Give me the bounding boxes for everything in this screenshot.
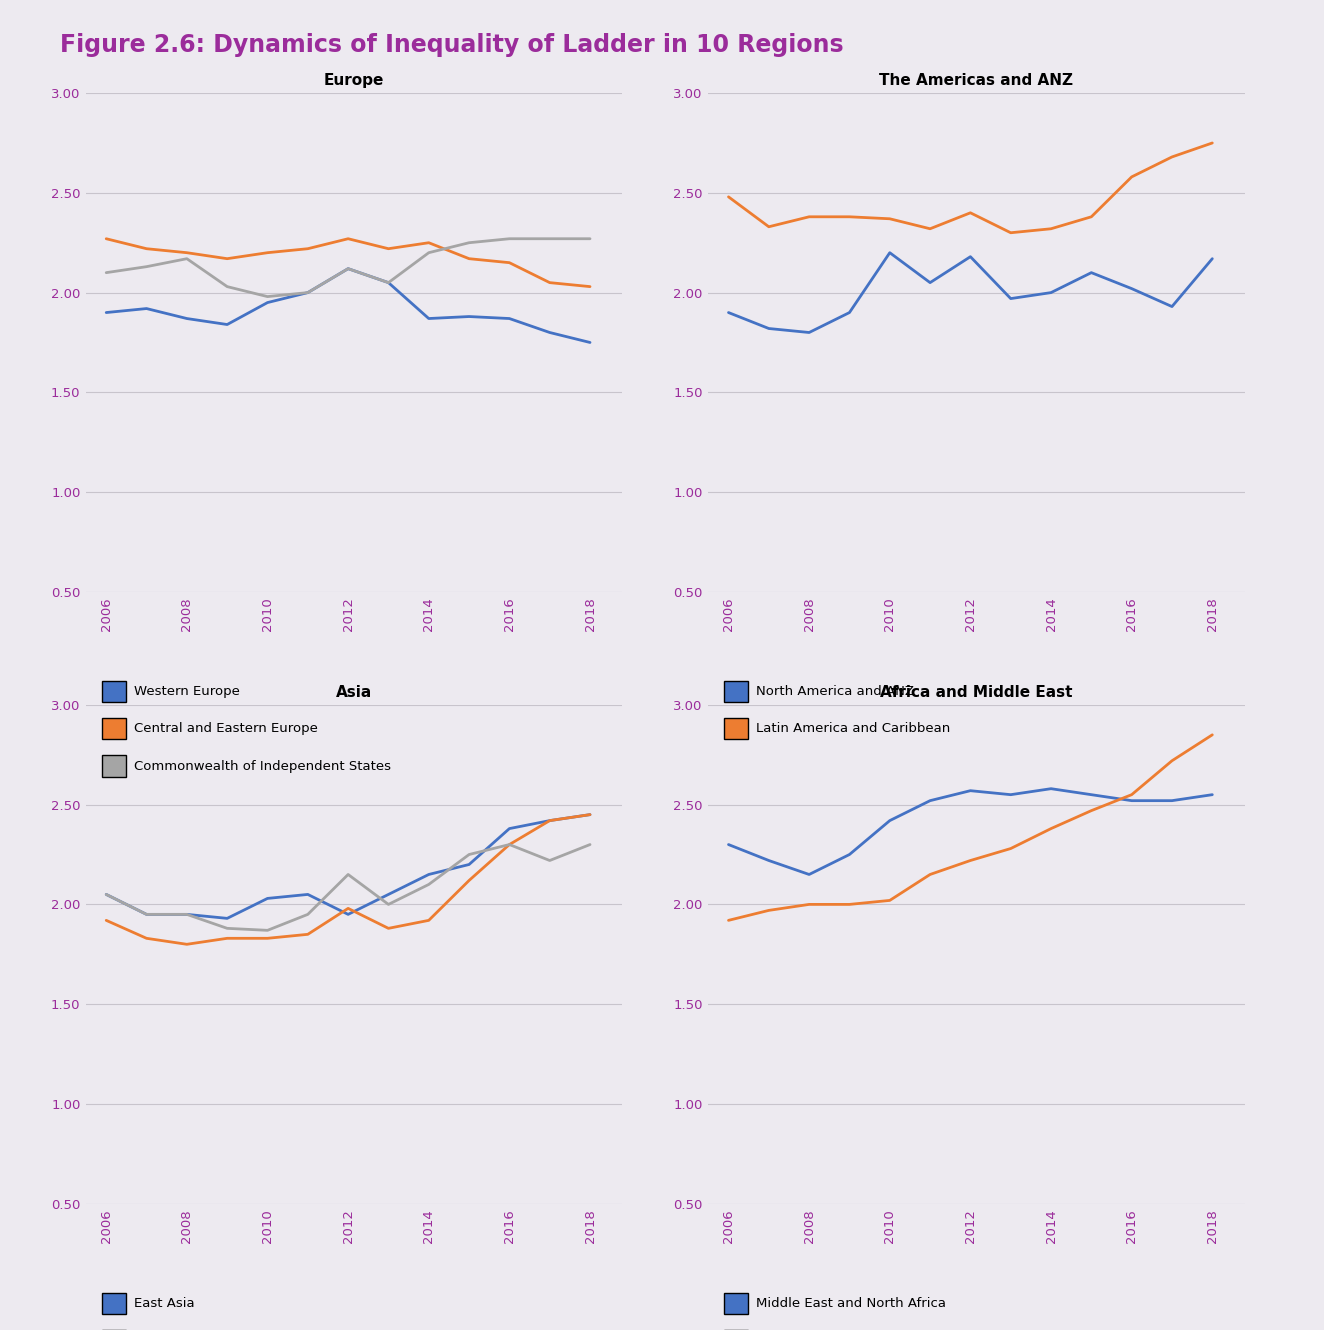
Title: Africa and Middle East: Africa and Middle East (880, 685, 1072, 700)
Text: Western Europe: Western Europe (134, 685, 240, 698)
Text: Latin America and Caribbean: Latin America and Caribbean (756, 722, 951, 735)
Title: Europe: Europe (324, 73, 384, 88)
Title: Asia: Asia (336, 685, 372, 700)
Text: East Asia: East Asia (134, 1297, 195, 1310)
Text: Figure 2.6: Dynamics of Inequality of Ladder in 10 Regions: Figure 2.6: Dynamics of Inequality of La… (60, 33, 843, 57)
Text: Central and Eastern Europe: Central and Eastern Europe (134, 722, 318, 735)
Text: Commonwealth of Independent States: Commonwealth of Independent States (134, 759, 391, 773)
Title: The Americas and ANZ: The Americas and ANZ (879, 73, 1074, 88)
Text: North America and ANZ: North America and ANZ (756, 685, 914, 698)
Text: Middle East and North Africa: Middle East and North Africa (756, 1297, 947, 1310)
